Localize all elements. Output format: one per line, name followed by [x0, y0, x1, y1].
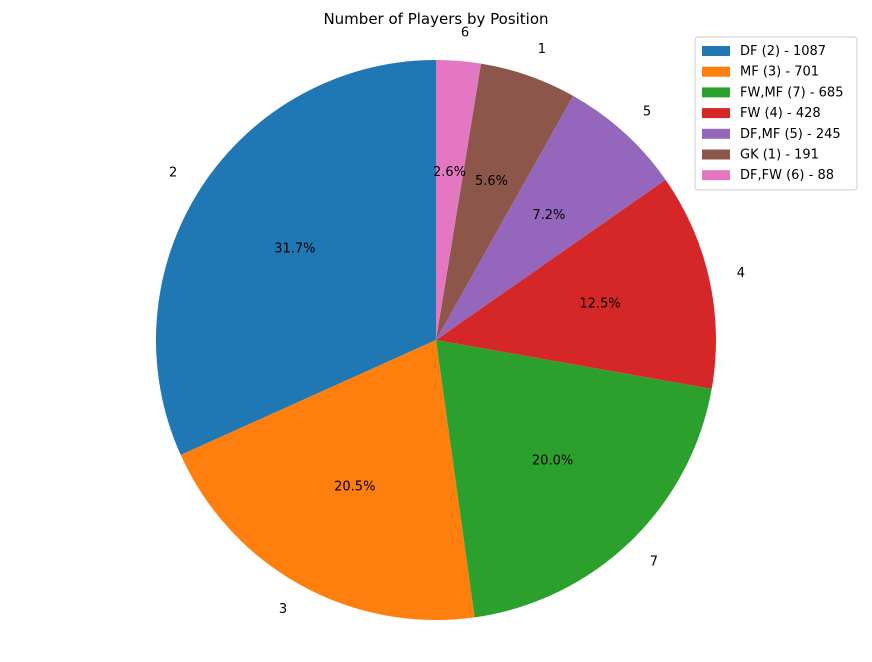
- slice-label-1: 1: [538, 42, 546, 57]
- legend-swatch-4: [702, 108, 730, 119]
- legend-label-7: FW,MF (7) - 685: [740, 85, 843, 100]
- slice-label-3: 3: [279, 602, 287, 617]
- slice-label-5: 5: [643, 104, 651, 119]
- pie-slice-4: [436, 179, 716, 389]
- legend-label-4: FW (4) - 428: [740, 106, 821, 121]
- legend-swatch-2: [702, 46, 730, 56]
- slice-labels: 2 3 7 4 5 1 6: [169, 26, 745, 618]
- legend-label-1: GK (1) - 191: [740, 148, 819, 163]
- percent-label-3: 20.5%: [334, 480, 375, 495]
- percent-label-5: 7.2%: [532, 208, 565, 223]
- pie-slice-2: [156, 60, 436, 456]
- pie-slice-5: [436, 95, 666, 340]
- percent-label-2: 31.7%: [274, 241, 315, 256]
- pie-slice-6: [436, 60, 482, 340]
- slice-label-2: 2: [169, 165, 177, 180]
- percent-label-7: 20.0%: [532, 453, 573, 468]
- percent-label-1: 5.6%: [475, 174, 508, 189]
- legend-label-6: DF,FW (6) - 88: [740, 168, 834, 183]
- percent-label-4: 12.5%: [579, 296, 620, 311]
- pie-slice-7: [436, 340, 712, 618]
- pie-slice-3: [180, 340, 475, 620]
- pie-slices: [156, 60, 716, 620]
- legend-frame: [694, 36, 858, 191]
- legend: DF (2) - 1087 MF (3) - 701 FW,MF (7) - 685…: [694, 36, 858, 191]
- percent-label-6: 2.6%: [433, 165, 466, 180]
- legend-swatch-7: [702, 87, 730, 98]
- percent-labels: 31.7% 20.5% 20.0% 12.5% 7.2% 5.6% 2.6%: [274, 165, 620, 495]
- legend-swatch-1: [702, 149, 730, 160]
- chart-title: Number of Players by Position: [323, 10, 548, 28]
- legend-swatch-5: [702, 128, 730, 139]
- legend-label-2: DF (2) - 1087: [740, 44, 826, 59]
- legend-label-3: MF (3) - 701: [740, 65, 819, 80]
- slice-label-6: 6: [461, 26, 469, 41]
- slice-label-7: 7: [650, 554, 658, 569]
- slice-label-4: 4: [737, 266, 745, 281]
- legend-swatch-3: [702, 66, 730, 77]
- pie-slice-1: [436, 63, 574, 340]
- legend-label-5: DF,MF (5) - 245: [740, 127, 841, 142]
- legend-swatch-6: [702, 170, 730, 181]
